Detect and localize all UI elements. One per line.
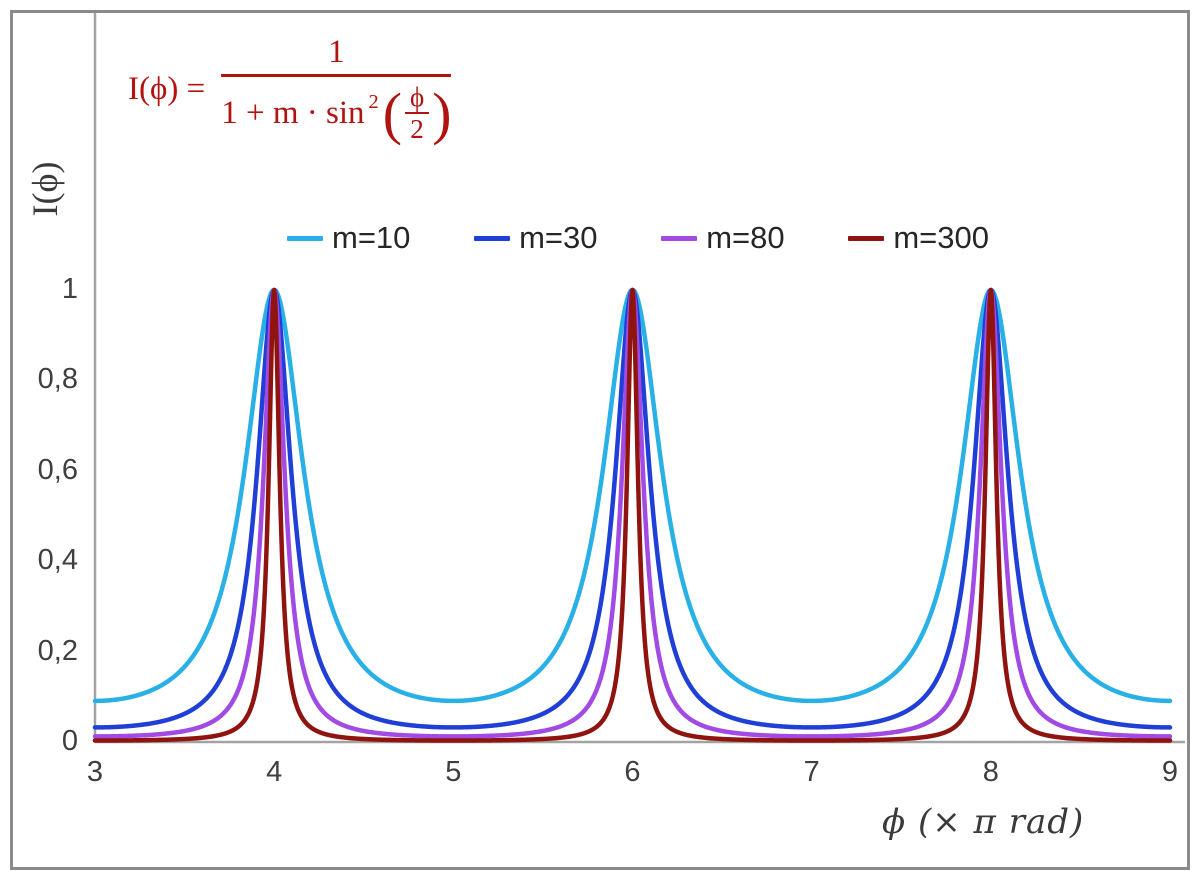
- legend-swatch: [848, 235, 885, 241]
- legend-swatch: [661, 235, 698, 241]
- formula-lhs: I(ϕ) =: [128, 70, 206, 107]
- formula-numerator: 1: [328, 34, 345, 70]
- formula-denominator: 1 + m · sin 2 ( ϕ 2 ): [221, 74, 452, 146]
- legend-label: m=10: [332, 220, 411, 255]
- x-tick-label: 4: [266, 756, 283, 788]
- y-tick-label: 0: [61, 724, 78, 757]
- formula-inner-numerator: ϕ: [404, 82, 430, 115]
- formula-inner-denominator: 2: [410, 114, 424, 145]
- legend-item: m=80: [661, 220, 785, 256]
- formula: I(ϕ) = 1 1 + m · sin 2 ( ϕ 2 ): [128, 34, 452, 146]
- legend-item: m=300: [848, 220, 989, 256]
- legend-swatch: [287, 235, 323, 241]
- curve-m-30: [92, 287, 1173, 730]
- x-tick-label: 7: [803, 756, 820, 788]
- x-tick-label: 6: [624, 756, 641, 788]
- y-tick-label: 1: [61, 272, 78, 305]
- y-tick-label: 0,8: [37, 363, 78, 396]
- y-axis-label: I(ϕ): [25, 161, 65, 217]
- x-tick-label: 3: [86, 756, 104, 788]
- formula-right-paren: ): [432, 82, 452, 146]
- formula-fraction: 1 1 + m · sin 2 ( ϕ 2 ): [221, 34, 452, 146]
- x-tick-label: 8: [982, 756, 999, 788]
- x-axis-label: ϕ (× π rad): [882, 802, 1085, 842]
- legend-label: m=80: [706, 220, 785, 255]
- curve-m-80: [92, 287, 1173, 739]
- legend-label: m=300: [893, 220, 989, 255]
- formula-den-exponent: 2: [368, 90, 379, 113]
- x-tick-label: 9: [1161, 756, 1179, 788]
- legend-label: m=30: [519, 220, 598, 255]
- legend: m=10 m=30 m=80 m=300: [287, 220, 989, 256]
- curve-m-300: [92, 287, 1173, 743]
- y-tick-label: 0,4: [37, 544, 78, 577]
- formula-inner-fraction: ϕ 2: [404, 82, 430, 145]
- legend-swatch: [474, 235, 511, 241]
- legend-item: m=30: [474, 220, 598, 256]
- formula-den-text: 1 + m · sin: [221, 94, 365, 131]
- formula-left-paren: (: [382, 82, 402, 146]
- legend-item: m=10: [287, 220, 410, 256]
- x-tick-label: 5: [445, 756, 462, 788]
- y-tick-label: 0,6: [37, 453, 78, 486]
- y-tick-label: 0,2: [37, 634, 78, 667]
